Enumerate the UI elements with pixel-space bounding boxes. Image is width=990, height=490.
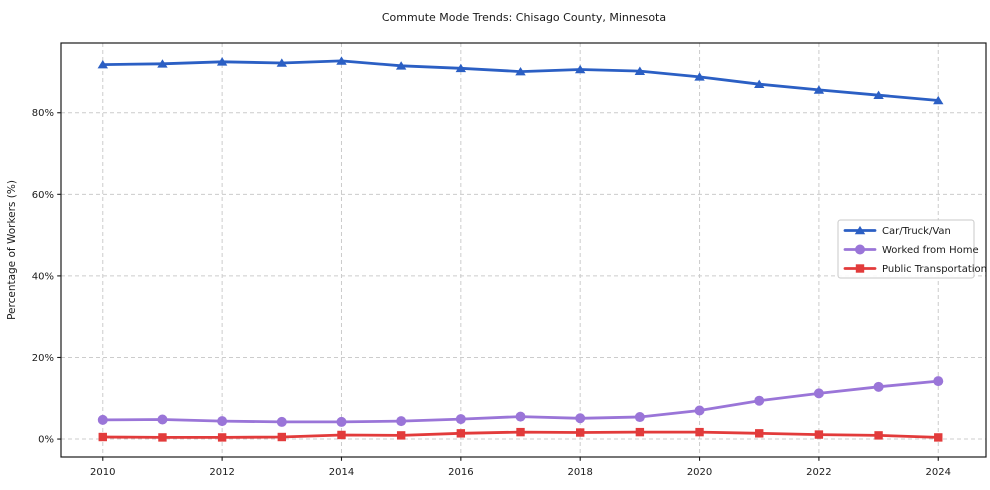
y-tick-label: 0% <box>38 435 54 446</box>
marker-public-transportation <box>277 432 287 442</box>
marker-car-truck-van <box>813 85 825 94</box>
marker-public-transportation <box>934 433 943 442</box>
y-tick-label: 40% <box>32 271 54 282</box>
marker-public-transportation <box>337 430 346 440</box>
y-axis-label: Percentage of Workers (%) <box>6 180 18 320</box>
x-tick-label: 2020 <box>687 467 712 478</box>
axis-layer: 2010 2012 2014 2016 2018 2020 2022 2024 0% 20% 40%… <box>32 42 987 478</box>
marker-car-truck-van <box>754 79 765 88</box>
marker-worked-from-home <box>97 414 108 425</box>
marker-worked-from-home <box>575 413 586 424</box>
y-tick-label: 20% <box>32 353 54 364</box>
marker-public-transportation <box>695 427 704 437</box>
marker-worked-from-home <box>873 381 884 392</box>
legend-entry-car-truck-van: Car/Truck/Van <box>843 225 951 237</box>
marker-worked-from-home <box>694 405 705 416</box>
legend-label: Car/Truck/Van <box>882 226 951 237</box>
marker-car-truck-van <box>276 58 288 67</box>
legend-swatch-triangle-icon <box>854 225 866 235</box>
marker-car-truck-van <box>933 95 944 105</box>
x-tick-label: 2016 <box>448 467 473 478</box>
marker-worked-from-home <box>336 416 347 427</box>
marker-worked-from-home <box>933 376 944 387</box>
marker-public-transportation <box>456 429 466 438</box>
marker-public-transportation <box>516 427 525 437</box>
marker-car-truck-van <box>634 66 646 75</box>
x-tick-label: 2014 <box>329 467 354 478</box>
marker-public-transportation <box>396 431 406 440</box>
marker-car-truck-van <box>97 60 108 69</box>
legend-entry-public-transportation: Public Transportation <box>843 264 987 275</box>
marker-public-transportation <box>755 429 764 438</box>
grid-layer <box>61 43 986 457</box>
chart-title: Commute Mode Trends: Chisago County, Min… <box>382 11 666 24</box>
marker-worked-from-home <box>515 411 526 422</box>
marker-worked-from-home <box>634 412 645 423</box>
y-tick-label: 80% <box>32 108 54 119</box>
marker-car-truck-van <box>574 64 586 74</box>
plot-frame <box>60 42 987 458</box>
marker-worked-from-home <box>157 414 168 425</box>
marker-car-truck-van <box>455 63 467 73</box>
x-tick-label: 2012 <box>209 467 234 478</box>
marker-public-transportation <box>814 430 824 439</box>
marker-public-transportation <box>98 432 107 442</box>
marker-worked-from-home <box>217 416 228 427</box>
legend-swatch-square-icon <box>855 264 865 273</box>
legend-label: Worked from Home <box>882 245 979 256</box>
x-tick-label: 2022 <box>806 467 831 478</box>
marker-car-truck-van <box>873 90 884 100</box>
marker-public-transportation <box>874 431 883 440</box>
marker-car-truck-van <box>336 56 347 65</box>
marker-public-transportation <box>635 427 645 437</box>
marker-worked-from-home <box>813 388 824 399</box>
marker-worked-from-home <box>754 395 765 406</box>
y-tick-label: 60% <box>32 190 54 201</box>
x-tick-label: 2024 <box>926 467 951 478</box>
marker-car-truck-van <box>157 59 168 68</box>
marker-public-transportation <box>158 433 167 442</box>
marker-worked-from-home <box>455 414 466 425</box>
series-layer <box>97 56 944 442</box>
legend: Car/Truck/Van Worked from Home Public Tran… <box>837 219 987 279</box>
series-line-car-truck-van <box>101 59 940 102</box>
marker-car-truck-van <box>515 66 526 76</box>
x-tick-label: 2018 <box>567 467 592 478</box>
marker-car-truck-van <box>694 72 705 81</box>
legend-box <box>837 219 975 279</box>
marker-public-transportation <box>575 428 585 437</box>
legend-label: Public Transportation <box>882 264 987 275</box>
marker-worked-from-home <box>396 416 407 427</box>
legend-swatch-circle-icon <box>855 244 865 255</box>
marker-public-transportation <box>217 433 227 442</box>
marker-car-truck-van <box>395 61 407 70</box>
marker-car-truck-van <box>216 57 228 66</box>
x-tick-label: 2010 <box>90 467 115 478</box>
marker-worked-from-home <box>276 416 287 427</box>
legend-entry-worked-from-home: Worked from Home <box>843 244 979 256</box>
